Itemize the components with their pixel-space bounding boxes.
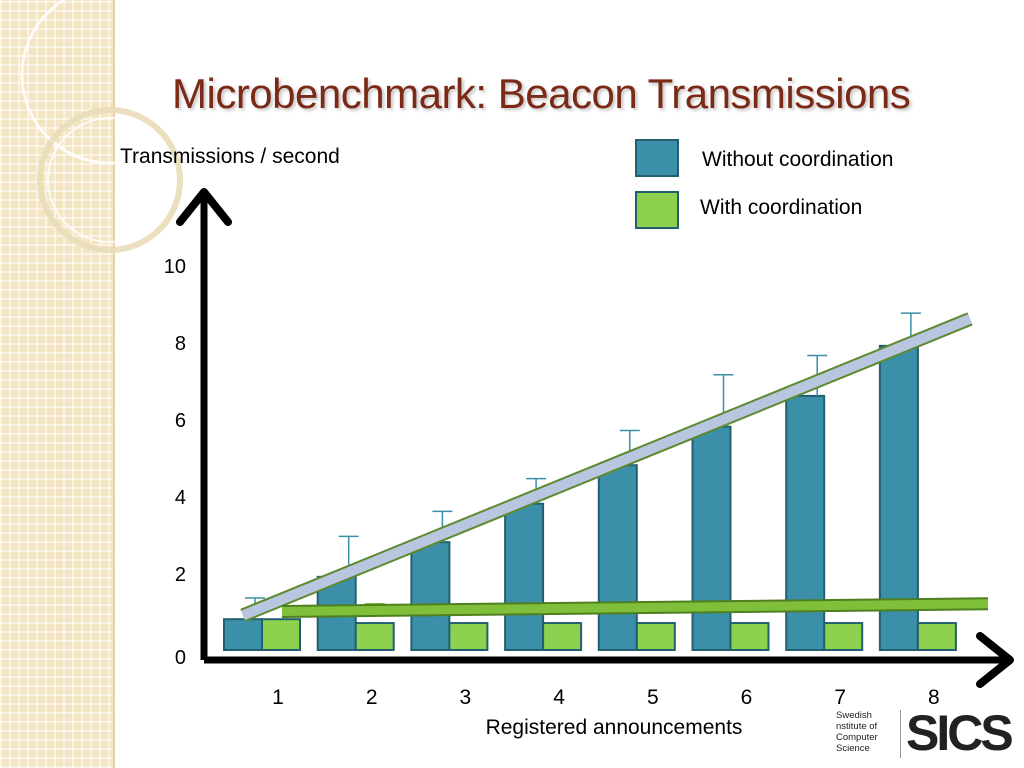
legend-label-with-coordination: With coordination <box>700 196 862 219</box>
bar-without-coordination-3 <box>410 541 451 652</box>
bar-with-coordination-8 <box>916 622 957 651</box>
y-tick-label-10: 10 <box>164 256 186 278</box>
y-tick-label-4: 4 <box>175 487 186 509</box>
x-tick-label-6: 6 <box>741 686 753 709</box>
bar-with-coordination-2 <box>354 622 395 651</box>
x-tick-label-1: 1 <box>272 686 284 709</box>
decorative-rings <box>20 0 200 253</box>
decorative-sidebar <box>0 0 115 768</box>
trend-lines-layer <box>240 312 989 622</box>
y-axis-arrow-icon <box>176 188 232 226</box>
bar-without-coordination-1 <box>223 618 263 652</box>
bar-without-coordination-4 <box>504 502 545 652</box>
y-axis-label: Transmissions / second <box>120 145 340 168</box>
y-tick-label-8: 8 <box>175 333 186 355</box>
legend-swatch-without-coordination <box>635 139 679 177</box>
bar-without-coordination-6 <box>691 425 732 652</box>
trend-line-without-coordination <box>241 314 972 620</box>
bar-with-coordination-1 <box>261 618 301 652</box>
bar-with-coordination-5 <box>635 622 676 651</box>
y-tick-label-0: 0 <box>175 647 186 669</box>
bar-with-coordination-7 <box>823 622 864 651</box>
logo-institute-text: Swedish nstitute of Computer Science <box>836 710 878 754</box>
x-axis-label: Registered announcements <box>486 716 743 739</box>
x-tick-label-7: 7 <box>834 686 846 709</box>
bar-with-coordination-3 <box>448 622 489 651</box>
legend-swatch-with-coordination <box>635 191 679 229</box>
y-tick-label-2: 2 <box>175 564 186 586</box>
bar-with-coordination-4 <box>542 622 583 651</box>
logo-divider <box>900 710 901 758</box>
x-tick-label-5: 5 <box>647 686 659 709</box>
axes-layer <box>176 188 1014 688</box>
x-tick-label-3: 3 <box>460 686 472 709</box>
logo-wordmark: SICS <box>906 705 1014 761</box>
sics-logo: Swedish nstitute of Computer Science SIC… <box>836 705 1016 761</box>
bar-with-coordination-6 <box>729 622 770 651</box>
legend: Without coordination With coordination <box>635 139 893 229</box>
slide-title: Microbenchmark: Beacon Transmissions <box>172 70 911 117</box>
x-tick-label-2: 2 <box>366 686 378 709</box>
bar-without-coordination-5 <box>597 464 638 652</box>
legend-label-without-coordination: Without coordination <box>702 148 893 171</box>
x-tick-label-8: 8 <box>928 686 940 709</box>
x-tick-label-4: 4 <box>553 686 565 709</box>
x-axis-arrow-icon <box>976 632 1014 688</box>
y-tick-label-6: 6 <box>175 410 186 432</box>
trend-line-with-coordination <box>281 599 989 616</box>
